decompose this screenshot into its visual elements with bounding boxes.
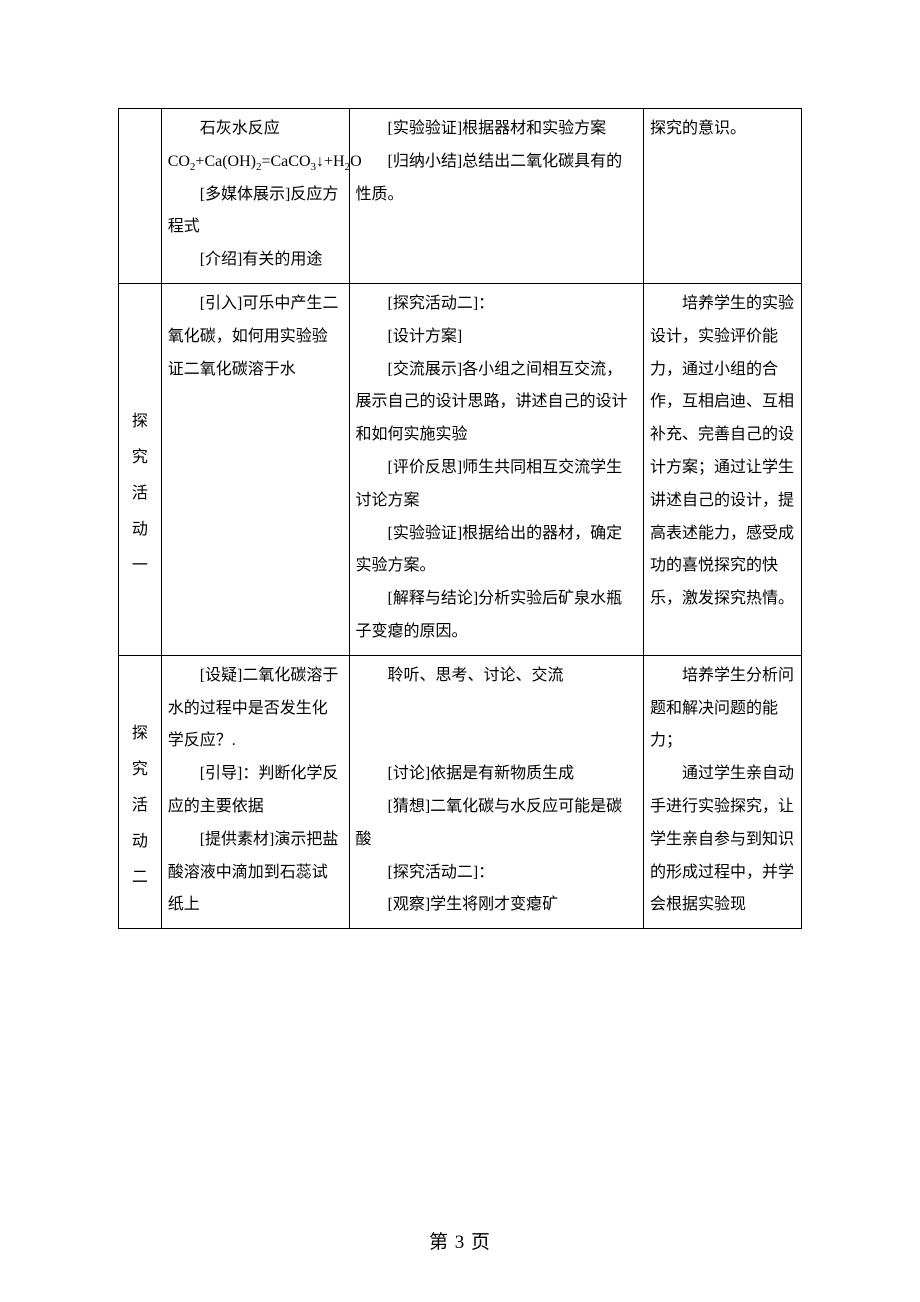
paragraph: [实验验证]根据器材和实验方案 <box>356 113 638 146</box>
row-label-char: 活 <box>125 788 155 824</box>
student-activity-cell: [探究活动二]：[设计方案][交流展示]各小组之间相互交流，展示自己的设计思路，… <box>349 283 644 655</box>
page-content: 石灰水反应CO2+Ca(OH)2=CaCO3↓+H2O[多媒体展示]反应方程式[… <box>0 0 920 929</box>
row-label-char: 探 <box>125 404 155 440</box>
paragraph: [多媒体展示]反应方程式 <box>168 179 343 245</box>
row-label-char: 一 <box>125 548 155 584</box>
paragraph: 培养学生的实验设计，实验评价能力，通过小组的合作，互相启迪、互相补充、完善自己的… <box>650 288 795 616</box>
paragraph: [猜想]二氧化碳与水反应可能是碳酸 <box>356 791 638 857</box>
paragraph: [评价反思]师生共同相互交流学生讨论方案 <box>356 452 638 518</box>
paragraph: [设计方案] <box>356 321 638 354</box>
paragraph: [观察]学生将刚才变瘪矿 <box>356 889 638 922</box>
paragraph: [探究活动二]： <box>356 288 638 321</box>
row-label: 探究活动一 <box>119 283 162 655</box>
paragraph: 聆听、思考、讨论、交流 <box>356 660 638 693</box>
row-label-char: 探 <box>125 716 155 752</box>
paragraph <box>356 725 638 758</box>
row-label-char: 动 <box>125 512 155 548</box>
paragraph: [介绍]有关的用途 <box>168 244 343 277</box>
paragraph: [探究活动二]： <box>356 857 638 890</box>
table-row: 探究活动二[设疑]二氧化碳溶于水的过程中是否发生化学反应？.[引导]：判断化学反… <box>119 655 802 928</box>
paragraph: [归纳小结]总结出二氧化碳具有的性质。 <box>356 146 638 212</box>
paragraph: 探究的意识。 <box>650 113 795 146</box>
table-row: 探究活动一[引入]可乐中产生二氧化碳，如何用实验验证二氧化碳溶于水[探究活动二]… <box>119 283 802 655</box>
paragraph: [讨论]依据是有新物质生成 <box>356 758 638 791</box>
paragraph: 培养学生分析问题和解决问题的能力； <box>650 660 795 758</box>
paragraph: [解释与结论]分析实验后矿泉水瓶子变瘪的原因。 <box>356 583 638 649</box>
paragraph: [设疑]二氧化碳溶于水的过程中是否发生化学反应？. <box>168 660 343 758</box>
lesson-table: 石灰水反应CO2+Ca(OH)2=CaCO3↓+H2O[多媒体展示]反应方程式[… <box>118 108 802 929</box>
row-label-char: 二 <box>125 860 155 896</box>
page-footer: 第 3 页 <box>0 1227 920 1254</box>
table-row: 石灰水反应CO2+Ca(OH)2=CaCO3↓+H2O[多媒体展示]反应方程式[… <box>119 109 802 284</box>
teacher-activity-cell: 石灰水反应CO2+Ca(OH)2=CaCO3↓+H2O[多媒体展示]反应方程式[… <box>161 109 349 284</box>
row-label-char: 究 <box>125 752 155 788</box>
row-label-char: 活 <box>125 476 155 512</box>
design-intent-cell: 培养学生分析问题和解决问题的能力；通过学生亲自动手进行实验探究，让学生亲自参与到… <box>644 655 802 928</box>
paragraph: [实验验证]根据给出的器材，确定实验方案。 <box>356 518 638 584</box>
teacher-activity-cell: [引入]可乐中产生二氧化碳，如何用实验验证二氧化碳溶于水 <box>161 283 349 655</box>
student-activity-cell: 聆听、思考、讨论、交流 [讨论]依据是有新物质生成[猜想]二氧化碳与水反应可能是… <box>349 655 644 928</box>
design-intent-cell: 探究的意识。 <box>644 109 802 284</box>
design-intent-cell: 培养学生的实验设计，实验评价能力，通过小组的合作，互相启迪、互相补充、完善自己的… <box>644 283 802 655</box>
paragraph: [提供素材]演示把盐酸溶液中滴加到石蕊试纸上 <box>168 824 343 922</box>
student-activity-cell: [实验验证]根据器材和实验方案[归纳小结]总结出二氧化碳具有的性质。 <box>349 109 644 284</box>
row-label <box>119 109 162 284</box>
paragraph: 通过学生亲自动手进行实验探究，让学生亲自参与到知识的形成过程中，并学会根据实验现 <box>650 758 795 922</box>
page-number: 第 3 页 <box>429 1232 491 1253</box>
paragraph: [交流展示]各小组之间相互交流，展示自己的设计思路，讲述自己的设计和如何实施实验 <box>356 354 638 452</box>
row-label-char: 究 <box>125 440 155 476</box>
paragraph: [引入]可乐中产生二氧化碳，如何用实验验证二氧化碳溶于水 <box>168 288 343 386</box>
paragraph <box>356 693 638 726</box>
paragraph: [引导]：判断化学反应的主要依据 <box>168 758 343 824</box>
paragraph: 石灰水反应CO2+Ca(OH)2=CaCO3↓+H2O <box>168 113 343 179</box>
teacher-activity-cell: [设疑]二氧化碳溶于水的过程中是否发生化学反应？.[引导]：判断化学反应的主要依… <box>161 655 349 928</box>
row-label-char: 动 <box>125 824 155 860</box>
row-label: 探究活动二 <box>119 655 162 928</box>
